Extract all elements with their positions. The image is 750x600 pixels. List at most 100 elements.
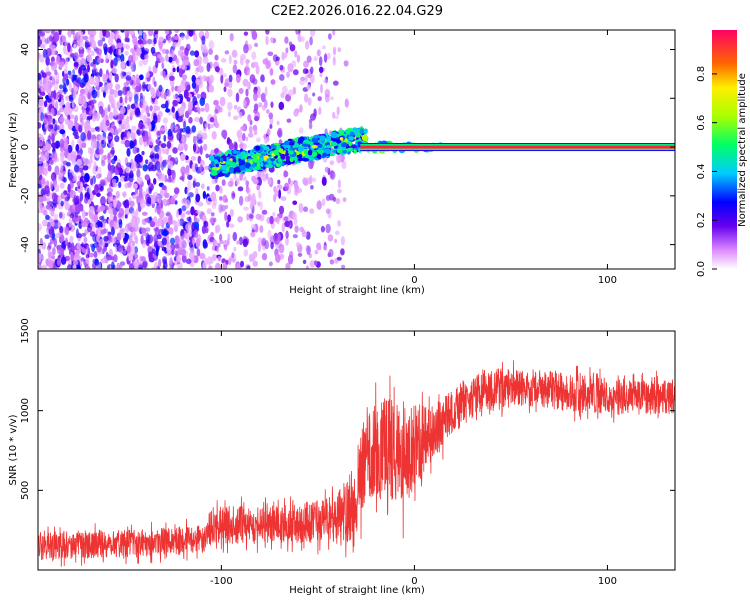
spectrogram-point (145, 71, 150, 78)
spectrogram-band-point (245, 162, 251, 169)
spectrogram-point (127, 181, 132, 188)
spectrogram-point (240, 53, 246, 61)
spectrogram-point (72, 264, 77, 269)
y-tick-label: 500 (20, 481, 31, 500)
spectrogram-point (125, 75, 132, 81)
spectrogram-point (215, 262, 221, 269)
snr-y-ticks: 500 1000 1500 (20, 318, 675, 500)
spectrogram-point (250, 231, 256, 238)
spectrogram-point (223, 130, 227, 140)
spectrogram-point (136, 129, 141, 135)
spectrogram-point (51, 133, 55, 143)
spectrogram-point (98, 238, 104, 248)
spectrogram-band-point (297, 157, 304, 162)
spectrogram-point (193, 59, 199, 67)
spectrogram-band-point (283, 140, 290, 146)
spectrogram-point (140, 235, 144, 245)
spectrogram-point (69, 235, 74, 244)
spectrogram-point (89, 192, 94, 201)
spectrogram-band-point (296, 154, 303, 159)
spectrogram-point (81, 232, 87, 237)
spectrogram-point (253, 103, 259, 112)
snr-x-ticks: -100 0 100 (210, 331, 617, 587)
spectrogram-point (133, 183, 138, 190)
spectrogram-point (83, 197, 89, 204)
spectrogram-point (243, 206, 249, 211)
spectrogram-point (309, 208, 315, 214)
spectrogram-point (87, 130, 92, 141)
spectrogram-point (108, 53, 113, 62)
spectrogram-band-point (268, 160, 272, 165)
spectrogram-point (132, 253, 139, 260)
spectrogram-point (165, 108, 171, 113)
spectrogram-point (217, 256, 221, 262)
spectrogram-point (47, 164, 52, 172)
spectrogram-point (283, 170, 289, 178)
spectrogram-point (181, 239, 187, 249)
spectrogram-point (199, 116, 204, 125)
spectrogram-point (118, 120, 122, 125)
spectrogram-point (64, 196, 70, 202)
spectrogram-point (156, 234, 162, 240)
spectrogram-point (193, 33, 198, 42)
spectrogram-point (309, 260, 316, 268)
spectrogram-point (237, 186, 244, 192)
spectrogram-point (67, 30, 72, 37)
spectrogram-point (45, 214, 50, 220)
spectrogram-point (166, 140, 172, 149)
spectrogram-point (120, 177, 123, 183)
spectrogram-point (76, 233, 83, 239)
spectrogram-point (250, 223, 256, 231)
spectrogram-point (74, 213, 79, 218)
spectrogram-point (228, 80, 233, 89)
spectrogram-point (60, 99, 65, 106)
spectrogram-point (97, 57, 102, 64)
spectrogram-point (175, 58, 179, 64)
spectrogram-point (210, 231, 215, 237)
spectrogram-point (302, 68, 309, 75)
spectrogram-point (49, 227, 53, 238)
spectrogram-point (254, 42, 259, 48)
spectrogram-point (67, 70, 72, 76)
spectrogram-point (227, 214, 232, 223)
spectrogram-point (325, 208, 331, 214)
spectrogram-point (251, 51, 257, 60)
spectrogram-point (194, 116, 200, 123)
spectrogram-point (86, 54, 93, 63)
spectrogram-point (239, 143, 244, 149)
spectrogram-point (114, 197, 118, 206)
spectrogram-point (279, 74, 285, 81)
spectrogram-point (72, 160, 78, 166)
x-tick-label: 100 (598, 576, 617, 587)
spectrogram-point (268, 261, 273, 267)
spectrogram-point (70, 151, 77, 159)
spectrogram-point (110, 128, 114, 134)
spectrogram-point (134, 109, 141, 118)
spectrogram-point (199, 252, 206, 260)
spectrogram-point (256, 184, 261, 191)
spectrogram-point (130, 217, 135, 228)
spectrogram-point (258, 214, 265, 222)
spectrogram-point (153, 227, 159, 232)
spectrogram-point (93, 214, 99, 223)
spectrogram-point (219, 196, 223, 201)
spectrogram-point (265, 30, 270, 35)
spectrogram-point (287, 254, 294, 265)
spectrogram-point (103, 84, 110, 93)
spectrogram-point (285, 47, 289, 54)
spectrogram-point (145, 227, 151, 232)
spectrogram-point (44, 30, 51, 34)
spectrogram-point (336, 106, 340, 116)
spectrogram-point (269, 124, 273, 129)
spectrogram-point (178, 68, 183, 78)
spectrogram-point (96, 77, 100, 87)
spectrogram-point (277, 130, 282, 137)
spectrogram-point (97, 221, 103, 230)
spectrogram-point (266, 128, 271, 136)
spectrogram-point (80, 117, 84, 128)
spectrogram-point (239, 172, 244, 181)
spectrogram-point (54, 124, 58, 132)
spectrogram-point (316, 242, 322, 251)
spectrogram-point (249, 256, 256, 262)
spectrogram-band-point (225, 160, 233, 166)
